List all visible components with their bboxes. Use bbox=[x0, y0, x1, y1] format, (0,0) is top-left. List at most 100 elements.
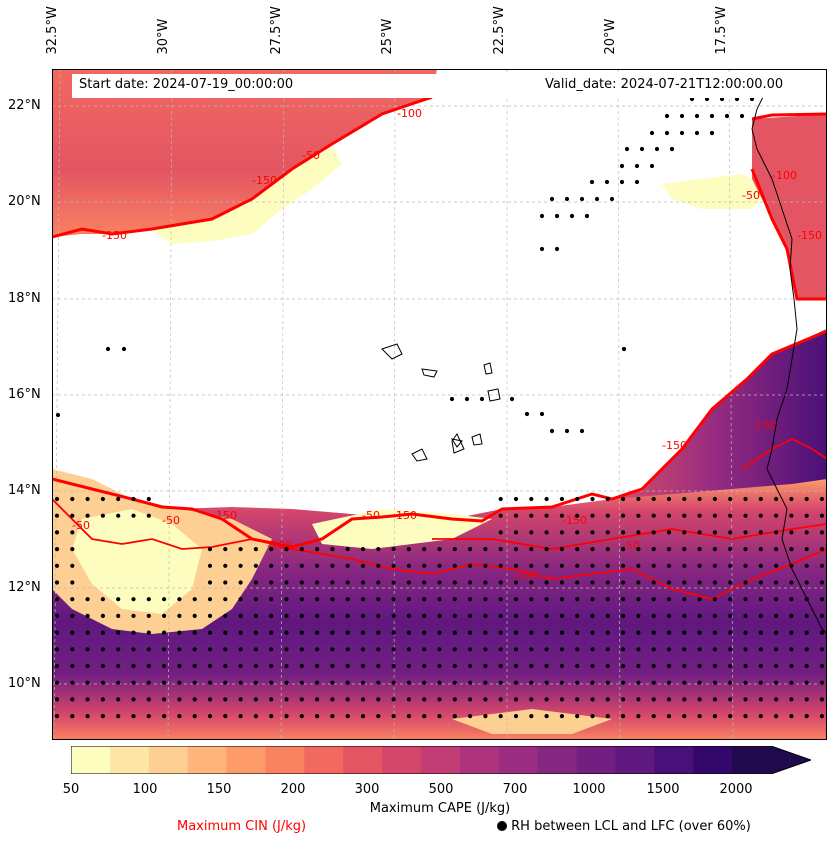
rh-dot bbox=[774, 563, 779, 568]
rh-dot bbox=[498, 714, 503, 719]
rh-dot bbox=[146, 714, 151, 719]
rh-dot bbox=[682, 680, 687, 685]
rh-dot bbox=[575, 714, 580, 719]
rh-dot bbox=[406, 697, 411, 702]
rh-dot bbox=[299, 563, 304, 568]
longitude-label: 32.5°W bbox=[45, 6, 60, 55]
rh-dot bbox=[539, 411, 545, 417]
rh-dot bbox=[483, 597, 488, 602]
rh-dot bbox=[524, 411, 530, 417]
rh-dot bbox=[619, 163, 625, 169]
rh-dot bbox=[345, 563, 350, 568]
rh-dot bbox=[177, 613, 182, 619]
rh-dot bbox=[269, 630, 274, 635]
rh-dot bbox=[54, 613, 60, 619]
rh-dot bbox=[422, 597, 427, 602]
rh-dot bbox=[85, 680, 90, 685]
rh-dot bbox=[651, 563, 656, 568]
rh-dot bbox=[636, 613, 641, 619]
rh-dot bbox=[605, 714, 610, 719]
rh-dot bbox=[697, 513, 702, 518]
rh-dot bbox=[559, 563, 564, 568]
rh-dot bbox=[651, 714, 656, 719]
rh-dot bbox=[70, 663, 75, 669]
cape-field-north-fringe bbox=[152, 147, 342, 244]
rh-dot bbox=[360, 547, 366, 552]
rh-dot bbox=[590, 630, 595, 635]
rh-dot bbox=[682, 496, 687, 502]
rh-dot bbox=[651, 597, 656, 602]
rh-dot bbox=[437, 547, 442, 552]
rh-dot bbox=[54, 630, 60, 635]
rh-dot bbox=[605, 513, 610, 518]
rh-dot bbox=[697, 714, 702, 719]
rh-dot bbox=[789, 613, 794, 619]
rh-dot bbox=[804, 530, 809, 535]
rh-dot bbox=[697, 630, 702, 635]
rh-dot bbox=[54, 597, 60, 602]
rh-dot bbox=[789, 563, 794, 568]
rh-dot bbox=[269, 680, 274, 685]
rh-dot bbox=[743, 563, 748, 568]
rh-dot bbox=[590, 714, 595, 719]
rh-dot bbox=[238, 563, 243, 568]
rh-dot bbox=[479, 396, 485, 402]
svg-text:-150: -150 bbox=[562, 514, 587, 527]
svg-text:-50: -50 bbox=[742, 189, 760, 202]
rh-dot bbox=[345, 663, 350, 669]
rh-dot bbox=[712, 513, 718, 518]
rh-dot bbox=[712, 680, 718, 685]
rh-dot bbox=[513, 697, 519, 702]
rh-dot bbox=[697, 613, 702, 619]
rh-dot bbox=[682, 613, 687, 619]
rh-dot bbox=[575, 563, 580, 568]
rh-dot bbox=[207, 613, 213, 619]
latitude-label: 10°N bbox=[8, 676, 41, 691]
cape-field-east bbox=[592, 329, 827, 514]
rh-dot bbox=[513, 647, 519, 652]
rh-dot bbox=[345, 714, 350, 719]
rh-dot bbox=[269, 647, 274, 652]
rh-dot bbox=[513, 663, 519, 669]
rh-dot bbox=[590, 563, 595, 568]
rh-dot bbox=[253, 697, 258, 702]
rh-dot bbox=[253, 663, 258, 669]
rh-dot bbox=[804, 630, 809, 635]
rh-dot bbox=[284, 647, 289, 652]
rh-dot bbox=[299, 597, 304, 602]
rh-dot bbox=[468, 613, 473, 619]
rh-dot bbox=[559, 714, 564, 719]
rh-dot bbox=[391, 714, 396, 719]
rh-dot bbox=[697, 697, 702, 702]
rh-dot bbox=[498, 697, 503, 702]
rh-dot bbox=[666, 530, 672, 535]
latitude-label: 18°N bbox=[8, 291, 41, 306]
rh-dot bbox=[70, 496, 75, 502]
rh-dot bbox=[649, 130, 655, 136]
rh-dot bbox=[636, 697, 641, 702]
colorbar-tick: 1000 bbox=[572, 782, 606, 797]
rh-dot bbox=[559, 513, 564, 518]
rh-dot bbox=[774, 630, 779, 635]
rh-dot bbox=[70, 613, 75, 619]
rh-dot bbox=[758, 680, 763, 685]
colorbar-tick: 2000 bbox=[719, 782, 753, 797]
svg-text:-150: -150 bbox=[392, 509, 417, 522]
rh-dot bbox=[299, 630, 304, 635]
rh-dot bbox=[238, 630, 243, 635]
rh-dot bbox=[498, 647, 503, 652]
rh-dot bbox=[391, 630, 396, 635]
rh-dot bbox=[85, 663, 90, 669]
rh-dot bbox=[712, 714, 718, 719]
rh-dot bbox=[651, 547, 656, 552]
rh-dot bbox=[789, 647, 794, 652]
colorbar-tick: 300 bbox=[354, 782, 380, 797]
rh-dot bbox=[544, 496, 549, 502]
rh-dot bbox=[162, 680, 167, 685]
svg-text:-50: -50 bbox=[162, 514, 180, 527]
colorbar-swatch bbox=[343, 746, 383, 774]
rh-dot bbox=[85, 630, 90, 635]
rh-dot bbox=[743, 513, 748, 518]
rh-dot bbox=[682, 563, 687, 568]
colorbar-tick: 500 bbox=[428, 782, 454, 797]
